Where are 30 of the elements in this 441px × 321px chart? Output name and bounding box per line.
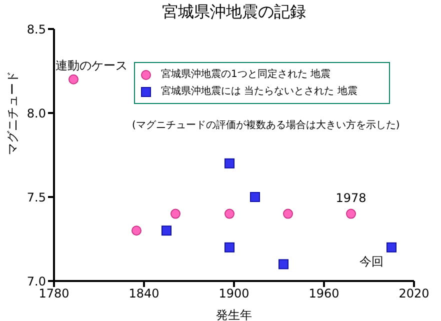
x-tick-label: 2020 <box>398 286 430 301</box>
x-tick-label: 1780 <box>38 286 70 301</box>
point <box>162 226 172 236</box>
point <box>283 208 293 219</box>
point <box>250 192 260 202</box>
chart-title: 宮城県沖地震の記録 <box>161 2 307 23</box>
point <box>346 208 356 219</box>
annotation: 今回 <box>360 254 384 268</box>
annotation: 1978 <box>336 190 366 205</box>
point <box>132 226 142 236</box>
point <box>170 208 180 219</box>
x-axis-title: 発生年 <box>216 308 252 321</box>
legend-label: 宮城県沖地震には 当たらないとされた 地震 <box>161 84 358 99</box>
y-axis-title: マグニチュード <box>5 71 20 155</box>
x-tick-label: 1900 <box>218 286 250 301</box>
annotation: 連動のケース <box>56 58 128 72</box>
point <box>224 242 234 252</box>
x-tick-label: 1960 <box>308 286 340 301</box>
y-tick-label: 8.5 <box>26 22 46 36</box>
point <box>386 242 396 252</box>
annotation: (マグニチュードの評価が複数ある場合は大きい方を示した) <box>132 118 400 132</box>
x-tick-label: 1840 <box>128 286 160 301</box>
point <box>224 158 234 168</box>
point <box>68 74 78 84</box>
y-tick-label: 7.5 <box>26 190 46 204</box>
y-tick-label: 8.0 <box>26 106 46 120</box>
point <box>278 259 288 270</box>
y-tick-label: 7.0 <box>26 274 46 288</box>
legend-label: 宮城県沖地震の1つと同定された 地震 <box>161 68 331 82</box>
point <box>224 208 234 219</box>
